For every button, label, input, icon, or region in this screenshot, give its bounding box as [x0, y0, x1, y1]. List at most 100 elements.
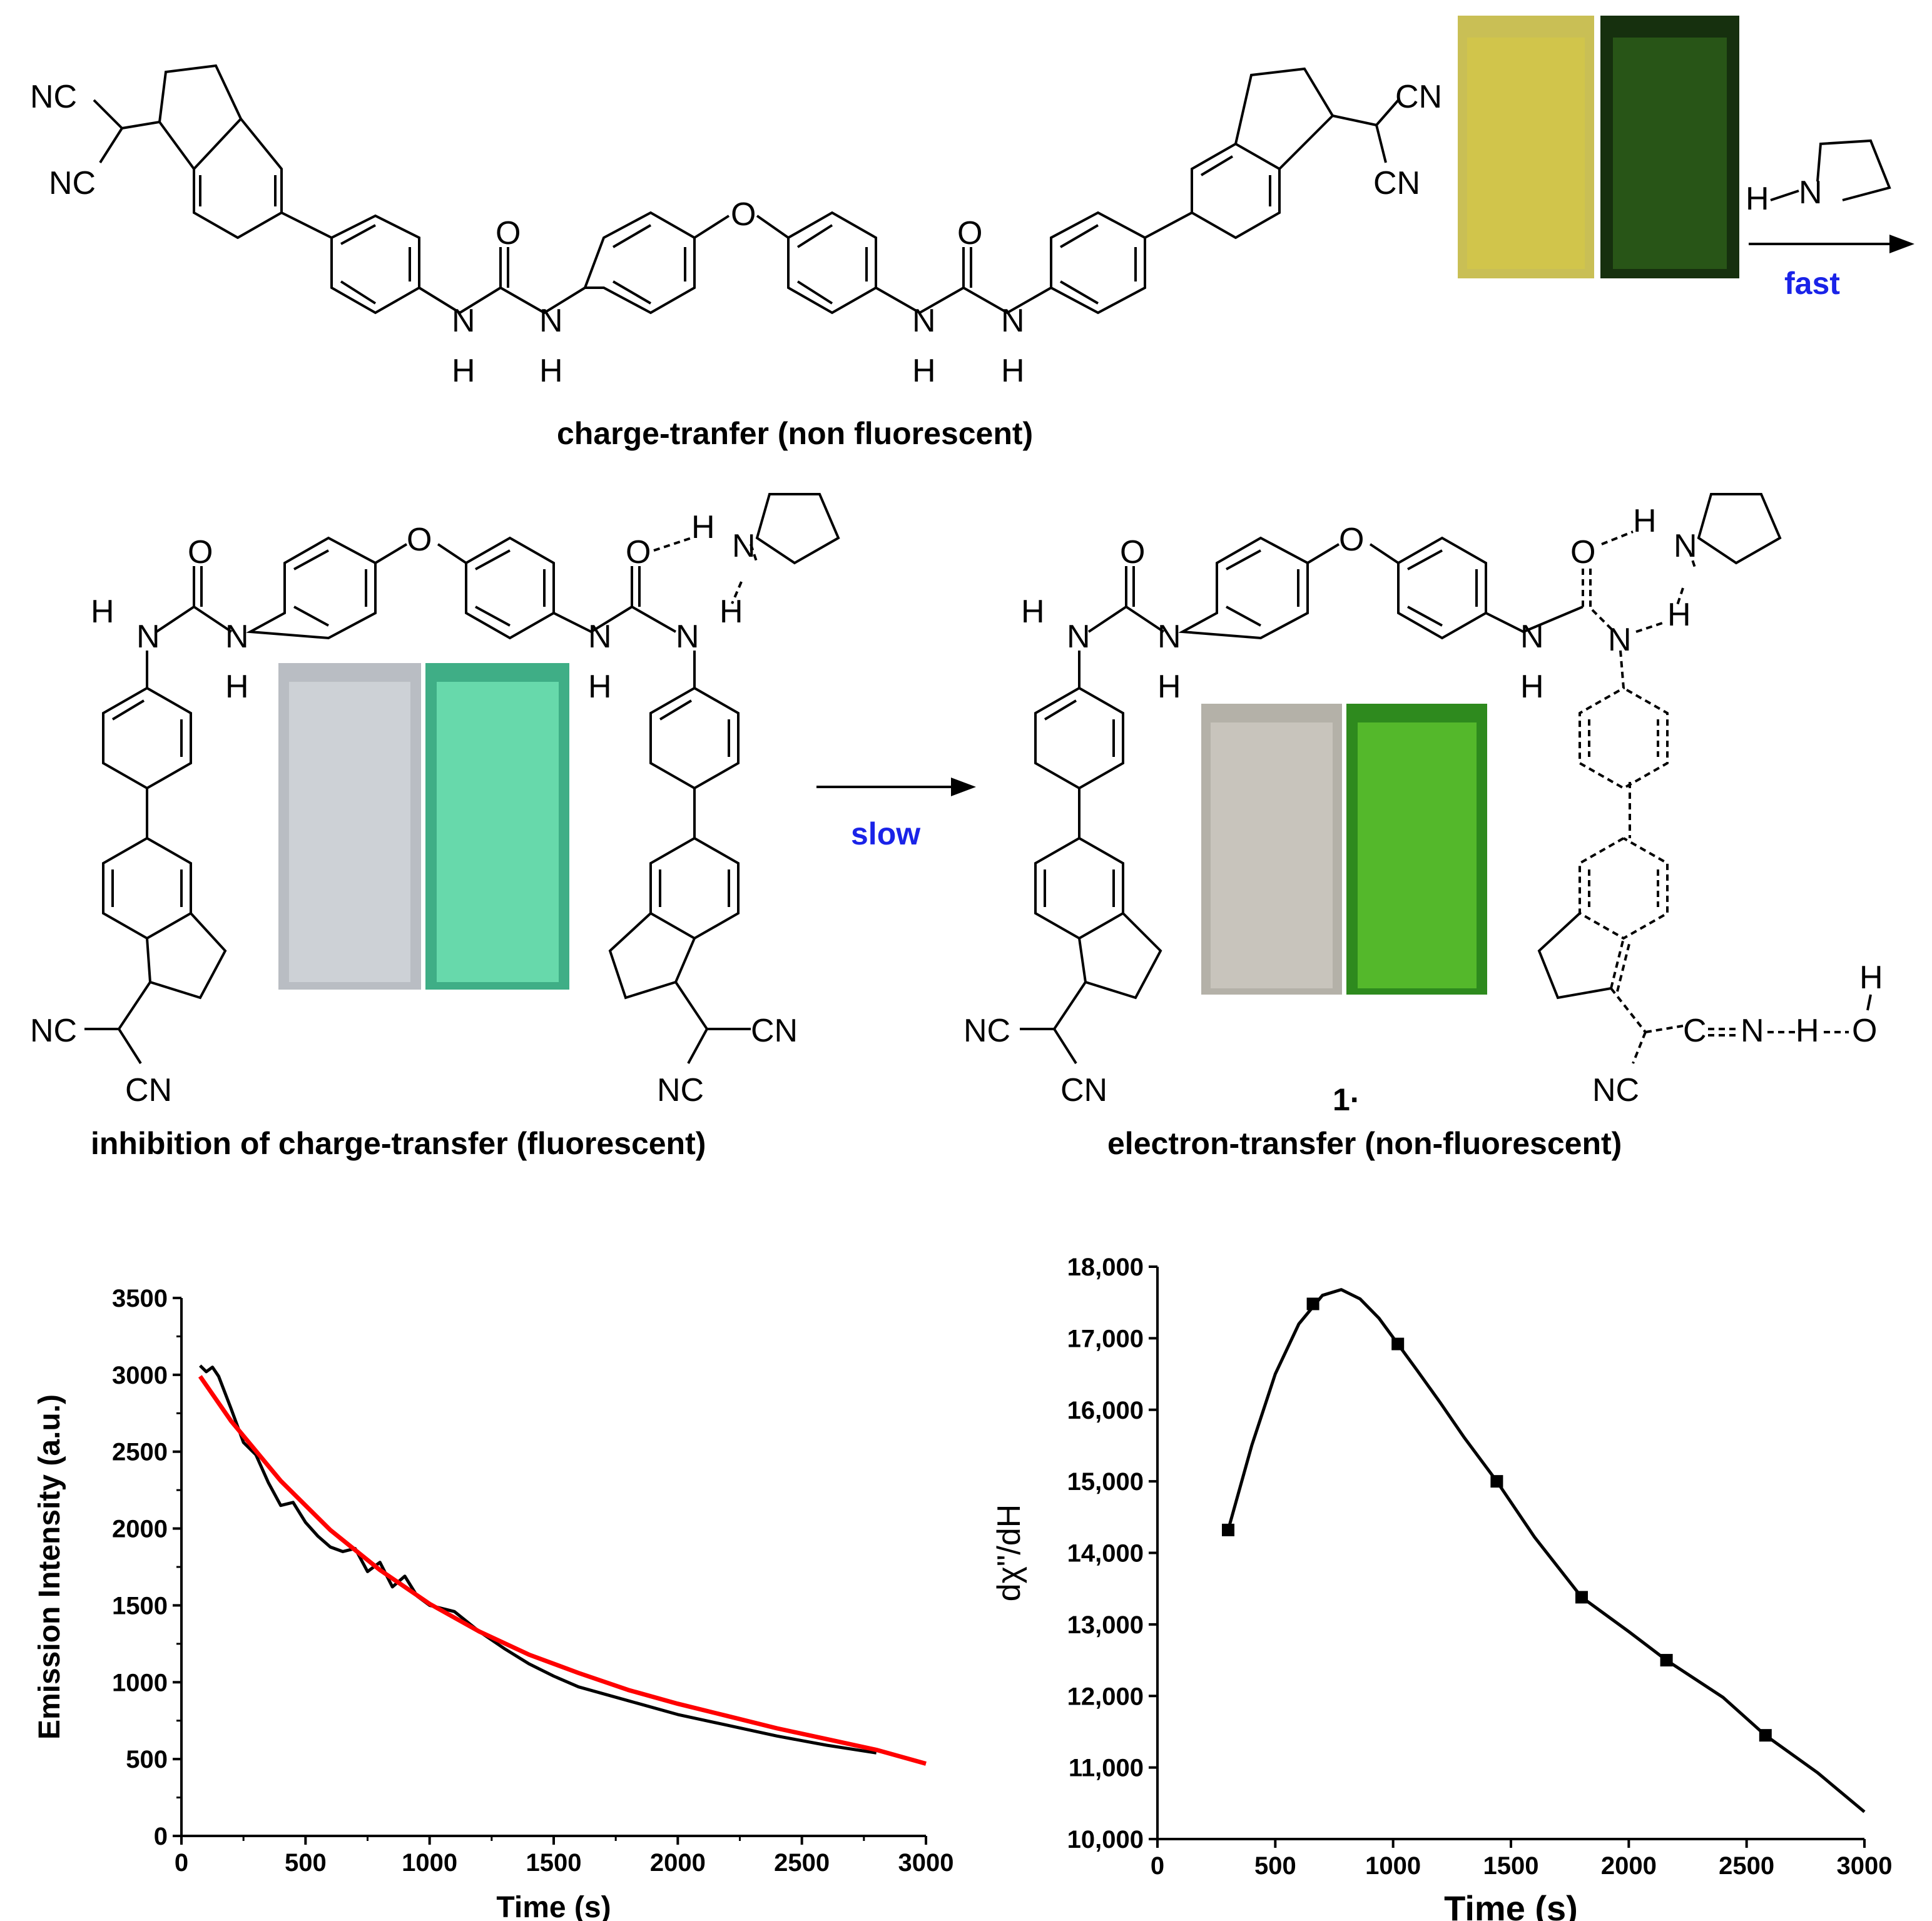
y-tick-label: 14,000: [1067, 1540, 1144, 1568]
atom-nc: NC: [30, 79, 77, 115]
y-tick-label: 13,000: [1067, 1611, 1144, 1639]
atom-cn: CN: [1060, 1072, 1107, 1108]
series-line-curve: [1226, 1288, 1866, 1813]
atom-cn: CN: [1373, 165, 1420, 201]
atom-h: H: [1001, 353, 1025, 389]
x-axis-label: Time (s): [496, 1891, 611, 1921]
atom-n: N: [732, 528, 756, 564]
y-tick-label: 1500: [112, 1592, 168, 1619]
atom-n: N: [539, 303, 563, 339]
x-tick-label: 3000: [898, 1849, 954, 1877]
series-line-data: [199, 1364, 877, 1755]
atom-nc: NC: [963, 1013, 1010, 1049]
y-tick-label: 2000: [112, 1516, 168, 1543]
top-caption: charge-tranfer (non fluorescent): [557, 416, 1033, 451]
y-tick-label: 1000: [112, 1669, 168, 1696]
atom-h: H: [1157, 669, 1181, 705]
atom-h: H: [452, 353, 475, 389]
x-tick-label: 0: [1151, 1852, 1164, 1880]
atom-h: H: [225, 669, 249, 705]
x-tick-label: 1000: [1365, 1852, 1421, 1880]
atom-h: H: [691, 509, 715, 545]
arrow-slow-label: slow: [851, 816, 920, 851]
atom-o: O: [407, 522, 432, 558]
y-tick-label: 12,000: [1067, 1683, 1144, 1710]
atom-nc: NC: [1592, 1072, 1639, 1108]
pyrrolidine-reagent: H N fast: [1746, 139, 1914, 301]
atom-o: O: [1339, 522, 1364, 558]
atom-o: O: [1120, 534, 1145, 570]
atom-o: O: [626, 534, 651, 570]
atom-n: N: [1674, 528, 1697, 564]
chart-series: [198, 1364, 927, 1766]
y-tick-label: 0: [154, 1823, 168, 1850]
atom-n: N: [1067, 619, 1091, 655]
atom-o: O: [731, 196, 756, 233]
atom-h: H: [588, 669, 612, 705]
atom-n: N: [588, 619, 612, 655]
atom-h: H: [1796, 1013, 1819, 1049]
y-axis-label: Emission Intensity (a.u.): [33, 1394, 66, 1740]
dchi-dh-chart: 0 500 1000 1500 2000 2500 3000 10,000 11,000 12,0…: [991, 1254, 1893, 1921]
y-tick-label: 2500: [112, 1439, 168, 1466]
atom-h: H: [91, 594, 114, 630]
reaction-scheme: NC NC O N H N H O O N H N H: [30, 16, 1914, 1161]
middle-right-molecule: H N O N H O N H O N H H N NC CN: [963, 493, 1883, 1108]
x-axis-label: Time (s): [1444, 1888, 1578, 1921]
slow-arrow: slow: [816, 778, 976, 851]
vial-photos-top: [1458, 16, 1739, 278]
top-molecule: NC NC O N H N H O O N H N H: [30, 64, 1442, 389]
atom-n: N: [136, 619, 160, 655]
y-tick-label: 16,000: [1067, 1397, 1144, 1424]
x-tick-label: 0: [175, 1849, 188, 1877]
atom-h: H: [1746, 181, 1769, 217]
emission-intensity-chart: 0 500 1000 1500 2000 2500 3000 0 500 1000 1500 2000…: [33, 1285, 954, 1921]
x-tick-label: 3000: [1837, 1852, 1893, 1880]
atom-o: O: [496, 215, 521, 251]
atom-h: H: [1021, 594, 1045, 630]
y-tick-label: 18,000: [1067, 1254, 1144, 1281]
chart-axes: 0 500 1000 1500 2000 2500 3000 10,000 11,000 12,0…: [1067, 1254, 1893, 1880]
atom-h: H: [539, 353, 563, 389]
arrow-fast-label: fast: [1784, 266, 1840, 301]
y-tick-label: 10,000: [1067, 1826, 1144, 1853]
atom-n: N: [1520, 619, 1544, 655]
series-line-fit: [198, 1375, 927, 1766]
x-tick-label: 1000: [402, 1849, 457, 1877]
compound-label: 1·: [1333, 1082, 1360, 1117]
atom-nc: NC: [30, 1013, 77, 1049]
chart-series: [1222, 1288, 1866, 1813]
y-tick-label: 500: [126, 1746, 168, 1773]
x-tick-label: 1500: [526, 1849, 582, 1877]
atom-cn: CN: [751, 1013, 798, 1049]
atom-nc: NC: [49, 165, 96, 201]
atom-n: N: [912, 303, 936, 339]
atom-h: H: [1633, 503, 1657, 539]
vial-photos-middle-right: [1201, 704, 1487, 995]
y-tick-label: 17,000: [1067, 1325, 1144, 1352]
atom-o: O: [1852, 1013, 1877, 1049]
atom-h: H: [1520, 669, 1544, 705]
atom-n: N: [1157, 619, 1181, 655]
x-tick-label: 2000: [650, 1849, 706, 1877]
atom-o: O: [957, 215, 982, 251]
atom-o: O: [1570, 534, 1595, 570]
y-tick-label: 3500: [112, 1285, 168, 1312]
atom-cn: CN: [125, 1072, 172, 1108]
x-tick-label: 2500: [1719, 1852, 1774, 1880]
x-tick-label: 2500: [774, 1849, 830, 1877]
atom-n: N: [1741, 1013, 1764, 1049]
atom-o: O: [188, 534, 213, 570]
atom-h: H: [912, 353, 936, 389]
middle-left-molecule: H N O N H O O N H N H H N NC CN: [30, 493, 840, 1108]
x-tick-label: 500: [1254, 1852, 1296, 1880]
middle-left-caption: inhibition of charge-transfer (fluoresce…: [91, 1126, 706, 1161]
atom-n: N: [676, 619, 699, 655]
vial-photos-middle-left: [278, 663, 569, 990]
y-tick-label: 11,000: [1069, 1755, 1144, 1782]
atom-nc: NC: [657, 1072, 704, 1108]
atom-h: H: [1859, 960, 1883, 996]
x-tick-label: 2000: [1601, 1852, 1657, 1880]
atom-n: N: [452, 303, 475, 339]
atom-cn: CN: [1395, 79, 1442, 115]
